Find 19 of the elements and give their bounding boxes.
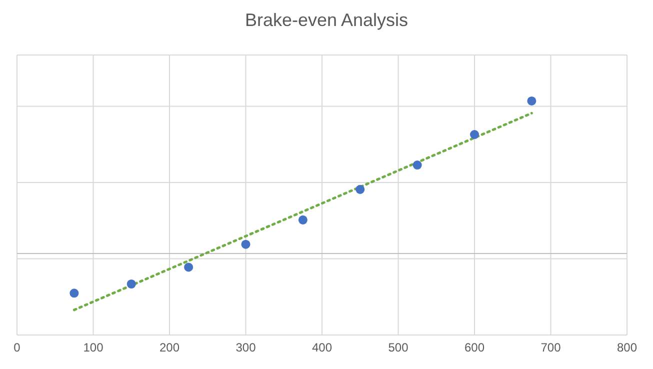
x-tick-label: 400 (312, 340, 332, 355)
x-tick-label: 100 (83, 340, 104, 355)
x-tick-label: 700 (540, 340, 562, 355)
x-tick-label: 800 (616, 340, 638, 355)
point (184, 262, 194, 272)
x-tick-label: 300 (236, 340, 256, 355)
point (412, 160, 422, 170)
point (126, 279, 136, 288)
x-tick-label: 200 (159, 340, 180, 355)
point (470, 130, 480, 140)
point (356, 184, 365, 194)
point (241, 240, 250, 249)
x-tick-label: 600 (464, 340, 485, 355)
point (70, 288, 79, 298)
x-tick-label: 500 (388, 340, 409, 355)
x-tick-label: 0 (14, 340, 21, 355)
point (298, 215, 308, 224)
point (527, 96, 536, 106)
chart-title: Brake-even Analysis (244, 10, 410, 31)
